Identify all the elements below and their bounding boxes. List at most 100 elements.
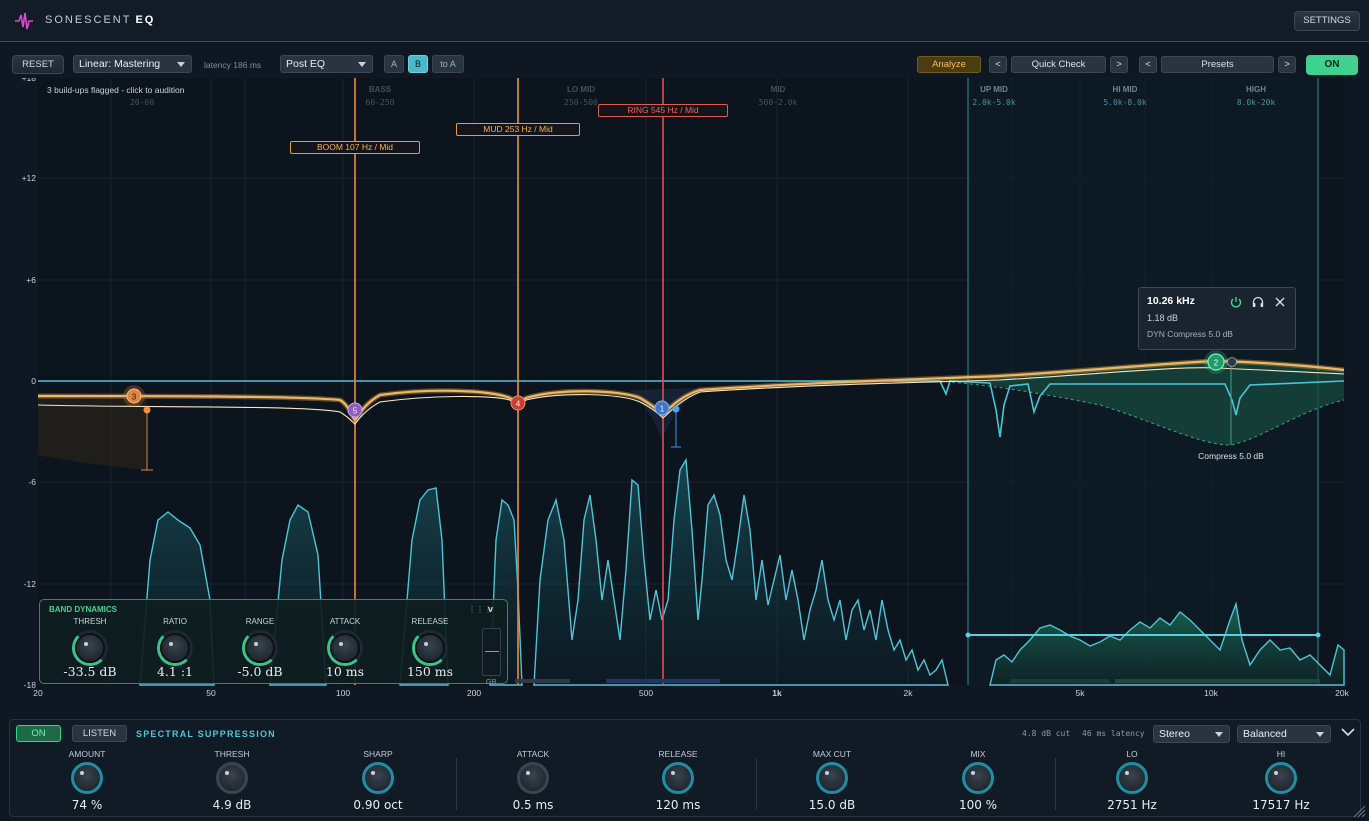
db-tick-label: 0: [31, 376, 36, 386]
suppression-knob-label: THRESH: [214, 749, 250, 759]
suppression-knob-value: 100 %: [958, 798, 998, 812]
region-name: HIGH: [1246, 85, 1266, 94]
db-tick-label: -6: [28, 477, 36, 487]
expand-chevron-icon[interactable]: [1341, 727, 1355, 737]
chevron-down-icon: [358, 62, 366, 67]
suppression-mode-select[interactable]: Balanced: [1237, 725, 1331, 743]
freq-tick-label: 10k: [1204, 688, 1218, 698]
region-range: 60-250: [366, 98, 395, 107]
suppression-knob[interactable]: [1116, 762, 1148, 794]
suppression-hi-handle[interactable]: [1315, 632, 1321, 638]
headphones-icon[interactable]: [1251, 295, 1265, 309]
listen-button[interactable]: LISTEN: [72, 725, 127, 742]
presets-prev-button[interactable]: <: [1139, 56, 1157, 73]
db-tick-label: +12: [22, 173, 37, 183]
bd-knob[interactable]: [245, 633, 275, 663]
bd-knob-ring: [157, 630, 193, 666]
bd-knob-ring: [412, 630, 448, 666]
freq-tick-label: 5k: [1076, 688, 1086, 698]
band-1-handle[interactable]: 1: [654, 400, 670, 416]
region-range: 2.0k-5.0k: [972, 98, 1016, 107]
boom-banner[interactable]: BOOM 107 Hz / Mid: [290, 141, 420, 154]
suppression-knob-value: 0.90 oct: [353, 798, 403, 812]
freq-tick-label: 200: [467, 688, 481, 698]
plugin-on-button[interactable]: ON: [1306, 55, 1358, 75]
b-button[interactable]: B: [408, 55, 428, 73]
suppression-knob[interactable]: [816, 762, 848, 794]
band-2-label: 2: [1214, 359, 1219, 368]
suppression-lo-handle[interactable]: [965, 632, 971, 638]
freq-tick-label: 20k: [1335, 688, 1349, 698]
db-axis: +18 +12 +6 0 -6 -12 -18: [22, 78, 37, 690]
buildup-flag-notice[interactable]: 3 build-ups flagged - click to audition: [47, 85, 185, 95]
analyzer-select[interactable]: Post EQ: [280, 55, 373, 73]
band-2-remove-icon[interactable]: [1227, 357, 1237, 367]
bd-knob[interactable]: [75, 633, 105, 663]
region-labels: 20-60 BASS 60-250 LO MID 250-500 MID 500-2.0k U…: [130, 85, 1275, 107]
suppression-knob-value: 0.5 ms: [512, 798, 554, 812]
band-4-handle[interactable]: 4: [510, 395, 526, 411]
presets-next-button[interactable]: >: [1278, 56, 1296, 73]
close-icon[interactable]: [1273, 295, 1287, 309]
suppression-on-button[interactable]: ON: [16, 725, 61, 742]
settings-button[interactable]: SETTINGS: [1294, 11, 1360, 31]
mode-select[interactable]: Linear: Mastering: [73, 55, 192, 73]
copy-to-a-button[interactable]: to A: [432, 55, 464, 73]
popup-dynamic-mode: DYN Compress 5.0 dB: [1147, 329, 1233, 339]
bd-knob-ring: [242, 630, 278, 666]
presets-button[interactable]: Presets: [1161, 56, 1274, 73]
quick-check-button[interactable]: Quick Check: [1011, 56, 1106, 73]
drag-handle-icon[interactable]: ⋮⋮⋮: [468, 605, 492, 614]
analyze-button[interactable]: Analyze: [917, 56, 981, 73]
collapse-chevron-icon[interactable]: v: [488, 604, 494, 614]
bd-knob[interactable]: [330, 633, 360, 663]
suppression-knob-value: 15.0 dB: [808, 798, 856, 812]
power-icon[interactable]: [1229, 295, 1243, 309]
spectral-suppression-panel: ON LISTEN SPECTRAL SUPPRESSION 4.8 dB cu…: [9, 719, 1361, 817]
bd-knob-ring: [72, 630, 108, 666]
suppression-knob-value: 4.9 dB: [212, 798, 252, 812]
a-button[interactable]: A: [384, 55, 404, 73]
region-name: UP MID: [980, 85, 1008, 94]
eq-graph[interactable]: 3 5 4 1 2 +18 +12 +6 0 -6 -12 -18 20 50 100 200 50…: [0, 78, 1369, 718]
band-3-handle[interactable]: 3: [123, 385, 145, 407]
suppression-knob[interactable]: [1265, 762, 1297, 794]
chevron-down-icon: [177, 62, 185, 67]
band-5-handle[interactable]: 5: [347, 402, 363, 418]
quick-check-prev-button[interactable]: <: [989, 56, 1007, 73]
band-1-range-handle[interactable]: [672, 405, 680, 413]
suppression-knob-value: 2751 Hz: [1107, 798, 1157, 812]
bd-knob[interactable]: [415, 633, 445, 663]
db-tick-label: -12: [24, 579, 37, 589]
quick-check-next-button[interactable]: >: [1110, 56, 1128, 73]
mud-banner[interactable]: MUD 253 Hz / Mid: [456, 123, 580, 136]
reset-button[interactable]: RESET: [12, 55, 64, 74]
region-range: 500-2.0k: [759, 98, 798, 107]
band-dynamics-panel: BAND DYNAMICS ⋮⋮⋮ v THRESH -33.5 dB RATIO…: [39, 599, 508, 686]
channel-select[interactable]: Stereo: [1153, 725, 1230, 743]
region-range: 20-60: [130, 98, 154, 107]
suppression-knob[interactable]: [662, 762, 694, 794]
band-3-label: 3: [132, 393, 137, 402]
cut-readout: 4.8 dB cut: [1022, 729, 1071, 738]
brand-suffix: EQ: [135, 14, 156, 26]
band-2-handle[interactable]: 2: [1204, 350, 1237, 374]
bd-knob[interactable]: [160, 633, 190, 663]
suppression-knob[interactable]: [71, 762, 103, 794]
chevron-down-icon: [1316, 732, 1324, 737]
brand-title: SONESCENT EQ: [45, 14, 155, 26]
resize-grip-icon[interactable]: [1352, 804, 1366, 818]
waveform-logo-icon: [15, 12, 33, 30]
band-3-range-handle[interactable]: [143, 406, 151, 414]
suppression-knob-label: MAX CUT: [812, 749, 852, 759]
freq-tick-label: 100: [336, 688, 350, 698]
suppression-knob[interactable]: [216, 762, 248, 794]
ring-banner[interactable]: RING 545 Hz / Mid: [598, 104, 728, 117]
bd-knob-label: RATIO: [163, 617, 187, 626]
suppression-knob[interactable]: [362, 762, 394, 794]
region-range: 250-500: [564, 98, 598, 107]
suppression-knob[interactable]: [962, 762, 994, 794]
freq-tick-label: 50: [206, 688, 216, 698]
suppression-knob[interactable]: [517, 762, 549, 794]
bd-knob-ring: [327, 630, 363, 666]
